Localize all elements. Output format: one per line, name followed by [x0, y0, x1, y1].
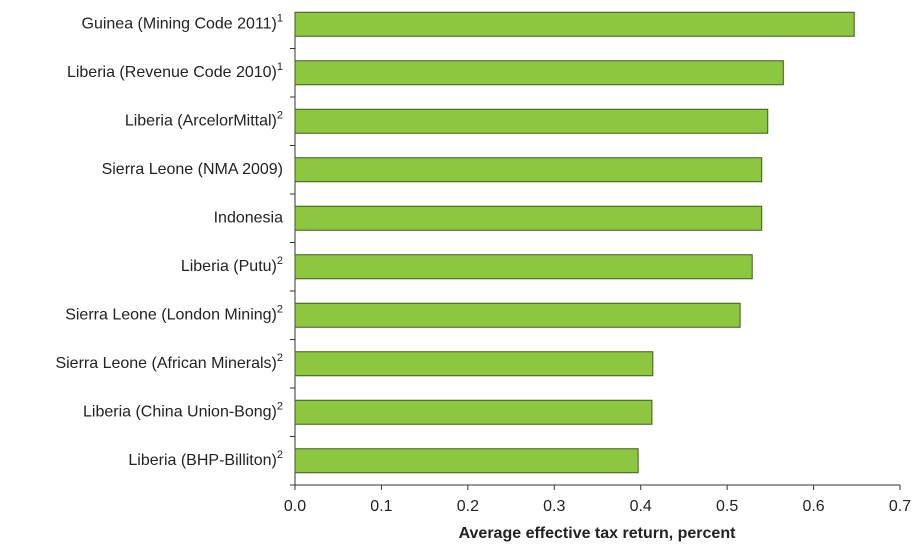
- footnote-mark: 2: [277, 352, 283, 364]
- category-name: Guinea (Mining Code 2011): [82, 15, 277, 32]
- x-tick-label: 0.0: [284, 498, 306, 515]
- category-name: Liberia (ArcelorMittal): [125, 112, 277, 129]
- y-tick-label: Sierra Leone (African Minerals)2: [55, 352, 283, 372]
- x-tick-label: 0.2: [457, 498, 479, 515]
- bar: [294, 157, 763, 183]
- y-tick-label: Liberia (China Union-Bong)2: [83, 400, 283, 420]
- footnote-mark: 2: [277, 303, 283, 315]
- bar: [294, 108, 769, 134]
- footnote-mark: 1: [277, 61, 283, 73]
- y-tick-label: Liberia (Putu)2: [181, 255, 283, 275]
- bar: [294, 205, 763, 231]
- y-tick-label: Indonesia: [214, 209, 283, 226]
- footnote-mark: 2: [277, 400, 283, 412]
- category-name: Sierra Leone (London Mining): [65, 306, 277, 323]
- y-tick-label: Liberia (ArcelorMittal)2: [125, 109, 283, 129]
- y-tick-label: Sierra Leone (NMA 2009): [102, 161, 283, 178]
- y-tick-label: Guinea (Mining Code 2011)1: [82, 12, 284, 32]
- category-name: Sierra Leone (NMA 2009): [102, 161, 283, 178]
- bar: [294, 351, 654, 377]
- x-tick-label: 0.6: [802, 498, 824, 515]
- category-name: Liberia (BHP-Billiton): [128, 452, 277, 469]
- category-name: Indonesia: [214, 209, 283, 226]
- footnote-mark: 2: [277, 109, 283, 121]
- x-axis-title: Average effective tax return, percent: [459, 525, 737, 542]
- x-tick-label: 0.4: [630, 498, 652, 515]
- category-name: Liberia (Putu): [181, 258, 277, 275]
- bar: [294, 302, 741, 328]
- footnote-mark: 2: [277, 449, 283, 461]
- bar: [294, 448, 639, 474]
- footnote-mark: 1: [277, 12, 283, 24]
- x-tick-label: 0.5: [716, 498, 738, 515]
- x-tick-label: 0.1: [370, 498, 392, 515]
- x-tick-label: 0.7: [889, 498, 911, 515]
- x-tick-label: 0.3: [543, 498, 565, 515]
- bar: [294, 399, 653, 425]
- footnote-mark: 2: [277, 255, 283, 267]
- category-name: Sierra Leone (African Minerals): [55, 355, 276, 372]
- bar: [294, 60, 784, 86]
- y-tick-label: Liberia (Revenue Code 2010)1: [67, 61, 283, 81]
- bar: [294, 254, 753, 280]
- y-tick-label: Liberia (BHP-Billiton)2: [128, 449, 283, 469]
- category-name: Liberia (China Union-Bong): [83, 403, 277, 420]
- category-name: Liberia (Revenue Code 2010): [67, 64, 277, 81]
- y-tick-label: Sierra Leone (London Mining)2: [65, 303, 283, 323]
- bar: [294, 11, 855, 37]
